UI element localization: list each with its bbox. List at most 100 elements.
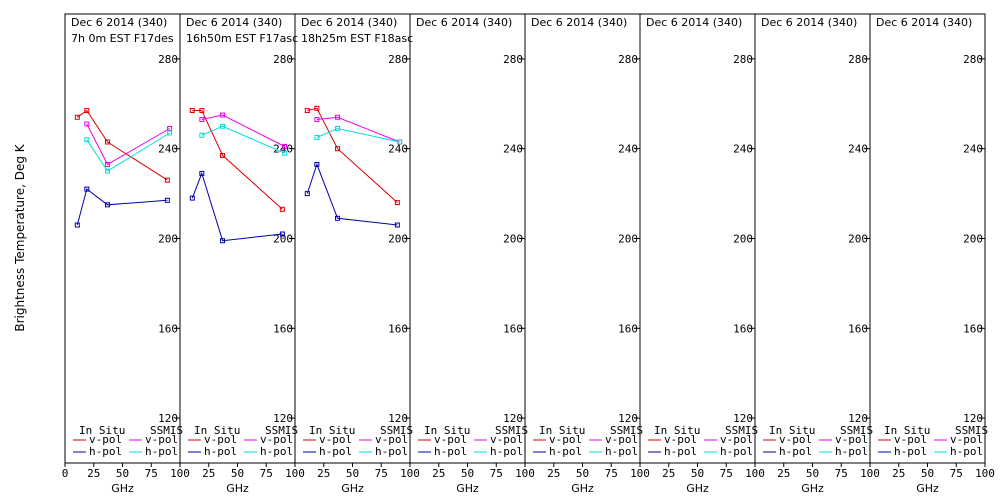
y-tick-label: 160 bbox=[388, 322, 408, 335]
panel-1: Dec 6 2014 (340) 7h 0m EST F17des 120 160 20… bbox=[62, 13, 190, 495]
y-tick-label: 280 bbox=[848, 53, 868, 66]
x-tick-label: 25 bbox=[202, 467, 215, 480]
panel-title: Dec 6 2014 (340) bbox=[531, 16, 627, 29]
data-point bbox=[105, 139, 111, 145]
y-tick-label: 200 bbox=[388, 233, 408, 246]
panel-subtitle: 7h 0m EST F17des bbox=[71, 32, 174, 45]
data-point bbox=[220, 152, 226, 158]
legend-entry-label: v-pol bbox=[549, 433, 582, 446]
legend-entry-label: h-pol bbox=[204, 445, 237, 458]
series-line-insitu-h bbox=[191, 171, 283, 242]
y-tick-label: 160 bbox=[158, 322, 178, 335]
x-tick-label: 75 bbox=[720, 467, 733, 480]
data-point bbox=[279, 206, 285, 212]
series-line-ssmis-h bbox=[316, 127, 400, 143]
series-line-ssmis-v bbox=[86, 123, 170, 166]
x-axis-label: GHz bbox=[341, 482, 364, 495]
y-tick-label: 160 bbox=[848, 322, 868, 335]
x-tick-label: 75 bbox=[605, 467, 618, 480]
series-line-insitu-h bbox=[76, 188, 168, 226]
data-point bbox=[279, 231, 285, 237]
panel-8: Dec 6 2014 (340) 120 160 200 240 280 25 50 75 100… bbox=[869, 13, 995, 495]
series-line-insitu-v bbox=[77, 109, 168, 181]
legend-entry-label: h-pol bbox=[89, 445, 122, 458]
series-line-ssmis-v bbox=[316, 116, 400, 143]
legend-entry-label: v-pol bbox=[779, 433, 812, 446]
x-axis-label: GHz bbox=[456, 482, 479, 495]
x-tick-label: 50 bbox=[116, 467, 129, 480]
panel-title: Dec 6 2014 (340) bbox=[646, 16, 742, 29]
panels: Dec 6 2014 (340) 7h 0m EST F17des 120 160 20… bbox=[62, 13, 995, 495]
x-tick-label: 100 bbox=[285, 467, 305, 480]
data-point bbox=[199, 132, 205, 138]
series-line-ssmis-v bbox=[201, 114, 285, 147]
x-tick-label: 50 bbox=[346, 467, 359, 480]
x-tick-label: 100 bbox=[515, 467, 535, 480]
y-tick-label: 120 bbox=[158, 412, 178, 425]
data-point bbox=[220, 112, 226, 118]
x-axis-label: GHz bbox=[801, 482, 824, 495]
panel-title: Dec 6 2014 (340) bbox=[876, 16, 972, 29]
legend-entry-label: v-pol bbox=[375, 433, 408, 446]
legend-entry-label: h-pol bbox=[894, 445, 927, 458]
data-point bbox=[282, 150, 288, 156]
panel-title: Dec 6 2014 (340) bbox=[186, 16, 282, 29]
y-tick-label: 280 bbox=[503, 53, 523, 66]
data-point bbox=[164, 177, 170, 183]
x-tick-label: 100 bbox=[400, 467, 420, 480]
y-tick-label: 200 bbox=[733, 233, 753, 246]
legend-entry-label: v-pol bbox=[434, 433, 467, 446]
y-tick-label: 240 bbox=[733, 143, 753, 156]
data-point bbox=[304, 191, 310, 197]
y-tick-label: 200 bbox=[158, 233, 178, 246]
legend-entry-label: h-pol bbox=[720, 445, 753, 458]
x-tick-label: 50 bbox=[576, 467, 589, 480]
data-point bbox=[304, 108, 310, 114]
y-axis-label: Brightness Temperature, Deg K bbox=[13, 143, 27, 331]
data-point bbox=[84, 121, 90, 127]
panel-5: Dec 6 2014 (340) 120 160 200 240 280 25 50 75 100… bbox=[524, 13, 650, 495]
x-tick-label: 75 bbox=[375, 467, 388, 480]
y-tick-label: 120 bbox=[273, 412, 293, 425]
data-point bbox=[199, 170, 205, 176]
legend-entry-label: v-pol bbox=[260, 433, 293, 446]
x-axis-label: GHz bbox=[571, 482, 594, 495]
panel-7: Dec 6 2014 (340) 120 160 200 240 280 25 50 75 100… bbox=[754, 13, 880, 495]
x-tick-label: 25 bbox=[777, 467, 790, 480]
legend-entry-label: h-pol bbox=[835, 445, 868, 458]
data-point bbox=[335, 146, 341, 152]
data-point bbox=[105, 202, 111, 208]
legend-entry-label: h-pol bbox=[375, 445, 408, 458]
data-point bbox=[84, 108, 90, 114]
data-point bbox=[105, 168, 111, 174]
y-tick-label: 200 bbox=[848, 233, 868, 246]
x-tick-label: 75 bbox=[950, 467, 963, 480]
legend-insitu-label: In Situ bbox=[424, 424, 470, 437]
legend-insitu-label: In Situ bbox=[769, 424, 815, 437]
x-tick-label: 75 bbox=[260, 467, 273, 480]
legend-entry-label: h-pol bbox=[549, 445, 582, 458]
legend-ssmis-label: SSMIS bbox=[725, 424, 758, 437]
legend-entry-label: h-pol bbox=[434, 445, 467, 458]
x-axis-label: GHz bbox=[111, 482, 134, 495]
y-tick-label: 280 bbox=[618, 53, 638, 66]
legend-entry-label: h-pol bbox=[950, 445, 983, 458]
y-tick-label: 240 bbox=[618, 143, 638, 156]
legend-ssmis-label: SSMIS bbox=[840, 424, 873, 437]
panel-title: Dec 6 2014 (340) bbox=[416, 16, 512, 29]
legend-ssmis-label: SSMIS bbox=[955, 424, 988, 437]
panel-title: Dec 6 2014 (340) bbox=[761, 16, 857, 29]
data-point bbox=[335, 114, 341, 120]
y-tick-label: 120 bbox=[503, 412, 523, 425]
y-tick-label: 160 bbox=[273, 322, 293, 335]
legend-entry-label: h-pol bbox=[260, 445, 293, 458]
data-point bbox=[335, 125, 341, 131]
data-point bbox=[314, 134, 320, 140]
legend-insitu-label: In Situ bbox=[539, 424, 585, 437]
y-tick-label: 200 bbox=[503, 233, 523, 246]
legend-entry-label: h-pol bbox=[605, 445, 638, 458]
